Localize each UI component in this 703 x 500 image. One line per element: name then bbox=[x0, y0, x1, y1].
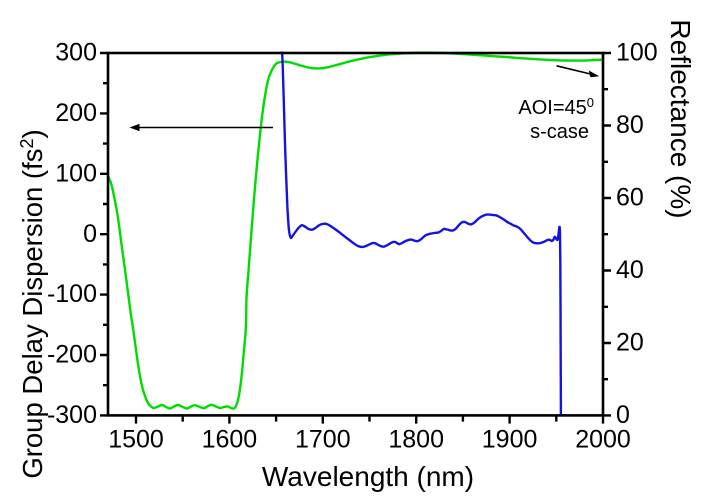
svg-text:2000: 2000 bbox=[575, 426, 631, 454]
svg-text:Wavelength (nm): Wavelength (nm) bbox=[262, 461, 474, 492]
svg-text:40: 40 bbox=[616, 256, 644, 284]
svg-text:300: 300 bbox=[55, 39, 97, 67]
svg-text:1600: 1600 bbox=[202, 426, 258, 454]
svg-text:200: 200 bbox=[55, 99, 97, 127]
svg-text:100: 100 bbox=[616, 39, 658, 67]
svg-text:0: 0 bbox=[83, 220, 97, 248]
svg-text:0: 0 bbox=[616, 401, 630, 429]
svg-text:1800: 1800 bbox=[388, 426, 444, 454]
svg-text:Group Delay Dispersion (fs2): Group Delay Dispersion (fs2) bbox=[17, 129, 48, 478]
svg-text:80: 80 bbox=[616, 111, 644, 139]
svg-text:20: 20 bbox=[616, 329, 644, 357]
svg-text:Reflectance (%): Reflectance (%) bbox=[665, 19, 696, 218]
svg-text:s-case: s-case bbox=[530, 121, 589, 143]
svg-text:-200: -200 bbox=[47, 341, 97, 369]
svg-text:-300: -300 bbox=[47, 401, 97, 429]
svg-text:-100: -100 bbox=[47, 280, 97, 308]
svg-text:100: 100 bbox=[55, 159, 97, 187]
svg-text:1500: 1500 bbox=[108, 426, 164, 454]
svg-text:60: 60 bbox=[616, 184, 644, 212]
svg-text:1900: 1900 bbox=[482, 426, 538, 454]
svg-text:AOI=450: AOI=450 bbox=[518, 95, 594, 119]
svg-text:1700: 1700 bbox=[295, 426, 351, 454]
